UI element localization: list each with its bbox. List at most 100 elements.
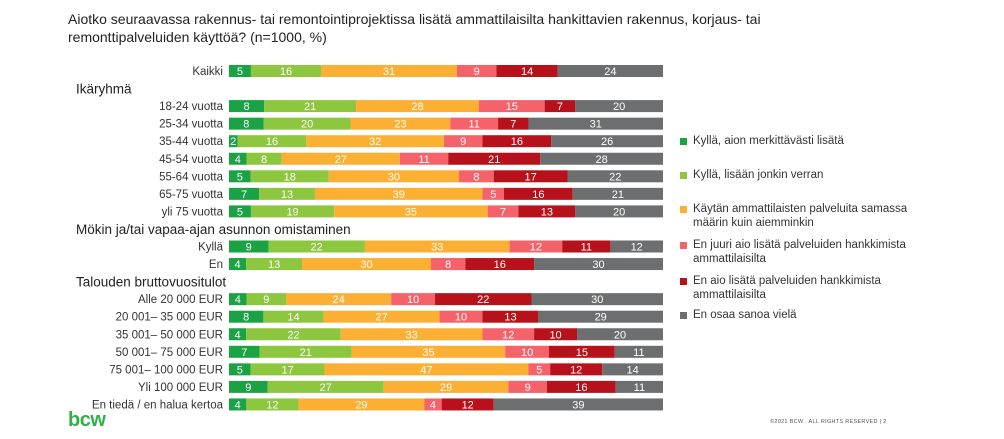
row-label: 65-75 vuotta [159,189,224,201]
data-label: 22 [311,242,323,254]
data-label: 7 [510,119,516,131]
data-label: 20 [613,101,625,113]
legend-label: Käytän ammattilaisten palveluita samassa… [693,203,908,229]
bar-segment [229,205,251,218]
data-label: 8 [243,312,249,324]
bar-segment [321,65,457,77]
data-label: 5 [536,364,542,376]
data-label: 4 [235,399,241,411]
row-label: 35 001– 50 000 EUR [116,329,223,341]
data-label: 24 [604,66,616,78]
bar-segment [268,240,365,253]
legend-swatch [680,278,687,285]
legend-item: Kyllä, lisään jonkin verran [680,168,936,182]
bar-segment [534,328,578,341]
data-label: 47 [420,364,432,376]
bar-segment [443,135,483,148]
row-label: 20 001– 35 000 EUR [116,312,223,324]
bar-segment [229,398,247,411]
data-label: 28 [411,101,423,113]
bar-segment [229,293,247,306]
bar-segment [259,345,352,358]
bar-segment [229,170,251,183]
bar-segment [250,363,325,376]
data-label: 9 [246,242,252,254]
bar-segment [602,363,663,376]
bar-segment [399,152,449,165]
data-label: 9 [263,294,269,306]
data-label: 7 [241,347,247,359]
data-label: 9 [474,66,480,78]
bar-segment [465,258,535,271]
chart-title: Aiotko seuraavassa rakennus- tai remonto… [68,11,761,45]
bar-segment [364,240,510,253]
legend-label: Kyllä, lisään jonkin verran [693,169,824,181]
legend-label: En osaa sanoa vielä [693,309,797,321]
bar-row: 75 001– 100 000 EUR 5 17 47 5 12 14 [109,363,663,376]
bar-segment [356,100,479,113]
bar-segment [314,187,483,200]
data-label: 28 [596,154,608,166]
bar-segment [456,65,497,77]
bar-segment [430,258,466,271]
row-label: 75 001– 100 000 EUR [109,364,223,376]
bar-segment [482,187,505,200]
row-label: Kaikki [192,66,223,78]
bar-row: En 4 13 30 8 16 30 [209,258,663,271]
bar-row: yli 75 vuotta 5 19 35 7 13 20 [162,205,663,218]
bar-segment [496,65,558,77]
bar-segment [487,205,519,218]
data-label: 11 [418,154,429,166]
row-label: Alle 20 000 EUR [138,294,223,306]
bar-segment [246,293,286,306]
data-label: 5 [237,171,243,183]
bar-segment [298,398,425,411]
row-label: Yli 100 000 EUR [138,382,223,394]
data-label: 10 [455,312,467,324]
bar-segment [505,345,550,358]
row-label: 50 001– 75 000 EUR [116,347,223,359]
data-label: 7 [557,101,563,113]
bar-segment [383,380,509,393]
bar-segment [610,240,663,253]
bar-segment [229,117,264,130]
bar-segment [391,293,436,306]
data-label: 29 [355,399,367,411]
bar-segment [482,310,539,323]
bar-segment [237,135,307,148]
data-label: 27 [375,312,387,324]
data-label: 12 [631,242,643,254]
bar-segment [498,117,529,130]
bar-segment [306,135,444,148]
bar-segment [229,310,264,323]
bar-segment [557,65,663,77]
data-label: 14 [521,66,533,78]
row-label: yli 75 vuotta [162,206,224,218]
legend-label: Kyllä, aion merkittävästi lisätä [693,135,844,147]
bar-segment [229,135,238,148]
bar-segment [324,363,529,376]
data-label: 15 [506,101,518,113]
data-label: 8 [261,154,267,166]
bar-row: 65-75 vuotta 7 13 39 5 16 21 [159,187,663,201]
data-label: 22 [609,171,621,183]
bar-segment [441,398,494,411]
row-label: 18-24 vuotta [159,101,224,113]
data-label: 11 [468,119,479,131]
data-label: 21 [304,101,316,113]
row-label: 35-44 vuotta [159,136,224,148]
chart-legend: Kyllä, aion merkittävästi lisätä Kyllä, l… [680,128,936,328]
data-label: 22 [477,294,489,306]
data-label: 5 [237,66,243,78]
bar-segment [229,345,260,358]
data-label: 17 [525,171,537,183]
bar-segment [246,398,299,411]
bar-segment [528,117,663,130]
legend-swatch [680,206,687,213]
data-label: 16 [280,66,292,78]
data-label: 20 [613,206,625,218]
data-label: 29 [440,382,452,394]
data-label: 4 [235,259,241,271]
bar-segment [575,205,663,218]
